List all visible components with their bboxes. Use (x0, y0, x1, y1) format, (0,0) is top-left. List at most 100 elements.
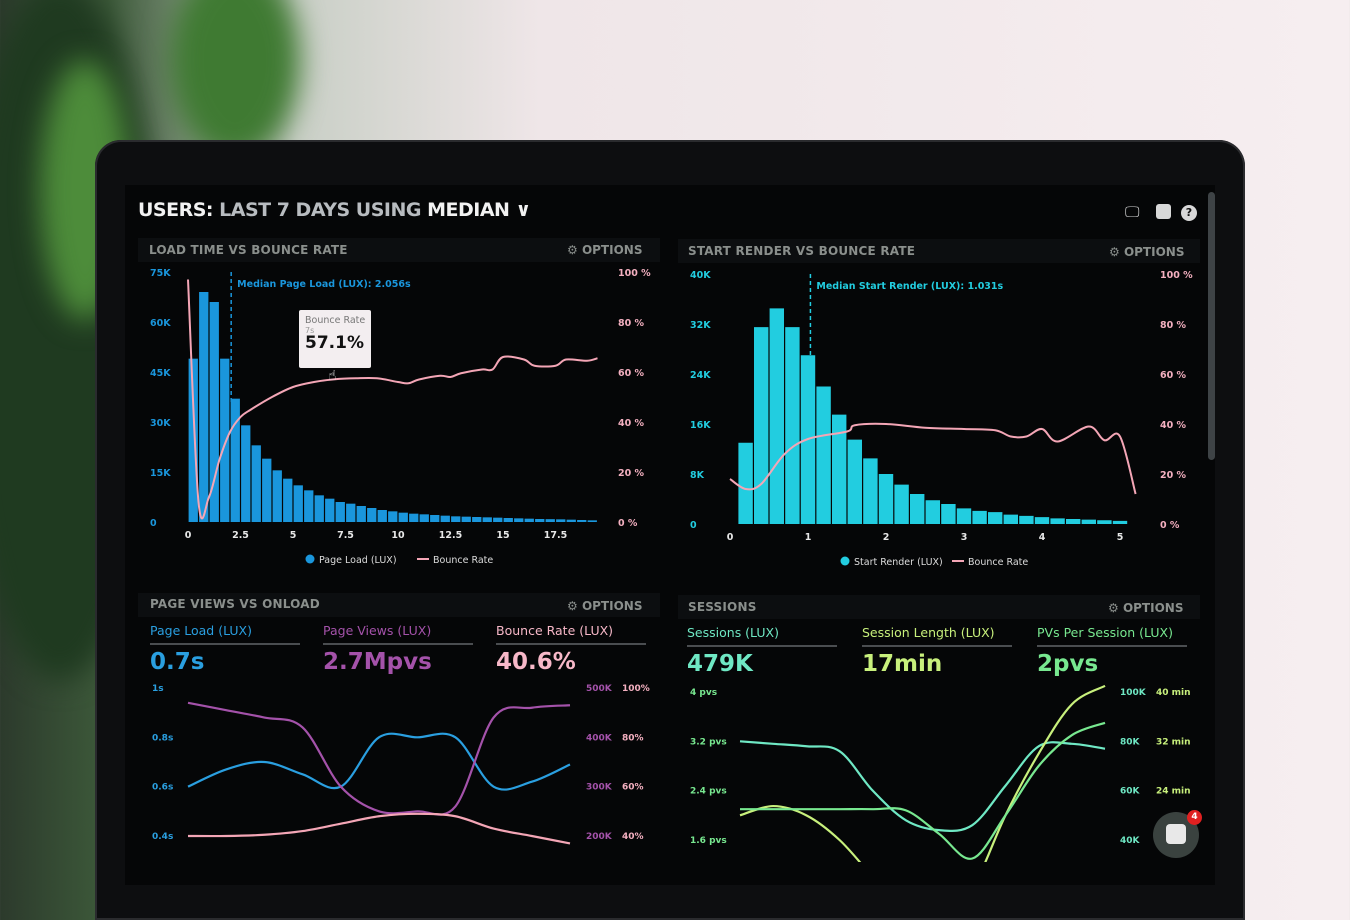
background-plant-leaf (170, 0, 300, 160)
chevron-down-icon[interactable]: ∨ (515, 199, 531, 221)
x-tick-label: 7.5 (337, 530, 354, 541)
y-tick-label: 1.6 pvs (690, 836, 727, 846)
title-median[interactable]: MEDIAN (427, 199, 510, 221)
y3-tick-label: 40 min (1156, 688, 1191, 698)
kpi-divider (862, 645, 1012, 647)
x-tick-label: 12.5 (439, 530, 462, 541)
histogram-bar (566, 519, 576, 522)
kpi-divider (1037, 645, 1187, 647)
kpi-value: 0.7s (150, 649, 205, 675)
panel-header-sessions (678, 595, 1200, 619)
kpi-label: Page Load (LUX) (150, 623, 253, 638)
histogram-bar (335, 502, 345, 522)
kpi-label: PVs Per Session (LUX) (1037, 625, 1173, 640)
title-range[interactable]: LAST 7 DAYS (219, 199, 350, 221)
y3-tick-label: 80% (622, 733, 644, 743)
histogram-bar (769, 308, 784, 524)
y3-tick-label: 60% (622, 783, 644, 793)
y3-tick-label: 24 min (1156, 787, 1191, 797)
histogram-bar (863, 458, 878, 524)
y2-tick-label: 60 % (618, 368, 645, 379)
y2-tick-label: 40 % (618, 418, 645, 429)
series-line (187, 701, 571, 816)
histogram-bar (409, 513, 419, 522)
kpi-divider (496, 643, 646, 645)
options-button[interactable]: ⚙ OPTIONS (1109, 245, 1185, 259)
kpi-divider (150, 643, 300, 645)
series-line (187, 732, 571, 791)
histogram-bar (832, 414, 847, 524)
y2-tick-label: 100 % (618, 268, 651, 279)
histogram-bar (188, 358, 198, 522)
histogram-bar (293, 485, 303, 522)
y-tick-label: 8K (690, 470, 705, 481)
y2-tick-label: 100K (1120, 688, 1147, 698)
histogram-bar (587, 520, 597, 522)
monitor-icon[interactable]: 🖵 (1125, 203, 1140, 221)
histogram-bar (220, 358, 230, 522)
histogram-bar (461, 516, 471, 522)
x-tick-label: 15 (496, 530, 509, 541)
histogram-bar (430, 515, 440, 522)
histogram-bar (1034, 517, 1050, 524)
x-tick-label: 10 (391, 530, 405, 541)
y2-tick-label: 20 % (1160, 470, 1187, 481)
options-button[interactable]: ⚙ OPTIONS (567, 599, 643, 613)
dashboard-screen (125, 185, 1215, 885)
histogram-bar (251, 445, 261, 522)
kpi-label: Session Length (LUX) (862, 625, 995, 640)
x-tick-label: 5 (290, 530, 297, 541)
x-tick-label: 17.5 (544, 530, 567, 541)
share-icon[interactable] (1156, 204, 1171, 219)
kpi-value: 17min (862, 651, 943, 677)
y2-tick-label: 80K (1120, 737, 1141, 747)
legend-marker (305, 554, 315, 564)
panel-header-load-time (138, 238, 660, 262)
legend-label: Start Render (LUX) (854, 557, 943, 568)
histogram-bar (816, 386, 831, 524)
kpi-label: Sessions (LUX) (687, 625, 779, 640)
histogram-bar (878, 474, 894, 524)
help-icon[interactable]: ? (1181, 205, 1197, 221)
x-tick-label: 0 (185, 530, 192, 541)
title-using: USING (355, 199, 422, 221)
panel-title: LOAD TIME VS BOUNCE RATE (149, 243, 348, 257)
kpi-label: Bounce Rate (LUX) (496, 623, 614, 638)
options-label: OPTIONS (1123, 245, 1185, 259)
tooltip-x: 7s (305, 326, 315, 335)
kpi-divider (323, 643, 473, 645)
histogram-bar (356, 506, 366, 522)
y-tick-label: 0 (690, 520, 697, 531)
options-label: OPTIONS (581, 599, 643, 613)
y-tick-label: 4 pvs (690, 688, 717, 698)
y3-tick-label: 32 min (1156, 737, 1191, 747)
y2-tick-label: 40K (1120, 836, 1141, 846)
bounce-rate-line (729, 422, 1137, 495)
page-title[interactable]: USERS: LAST 7 DAYS USING MEDIAN ∨ (138, 199, 531, 221)
chat-icon (1166, 824, 1186, 844)
y2-tick-label: 0 % (618, 518, 638, 529)
histogram-bar (493, 517, 503, 522)
histogram-bar (325, 498, 335, 522)
x-tick-label: 0 (727, 532, 734, 543)
x-tick-label: 5 (1117, 532, 1124, 543)
options-button[interactable]: ⚙ OPTIONS (567, 243, 643, 257)
y-tick-label: 45K (150, 368, 171, 379)
x-tick-label: 2 (883, 532, 890, 543)
kpi-value: 479K (687, 651, 753, 677)
histogram-bar (1112, 520, 1128, 524)
y3-tick-label: 40% (622, 832, 644, 842)
y2-tick-label: 500K (586, 684, 613, 694)
panel-header-page-views (138, 593, 660, 617)
y2-tick-label: 20 % (618, 468, 645, 479)
y-tick-label: 32K (690, 320, 711, 331)
scrollbar[interactable] (1208, 192, 1215, 460)
histogram-bar (1019, 515, 1034, 524)
options-button[interactable]: ⚙ OPTIONS (1108, 601, 1184, 615)
histogram-bar (894, 484, 909, 524)
histogram-bar (956, 508, 972, 524)
options-label: OPTIONS (1122, 601, 1184, 615)
histogram-bar (451, 516, 461, 522)
histogram-bar (1050, 518, 1065, 524)
panel-header-start-render (678, 239, 1200, 263)
